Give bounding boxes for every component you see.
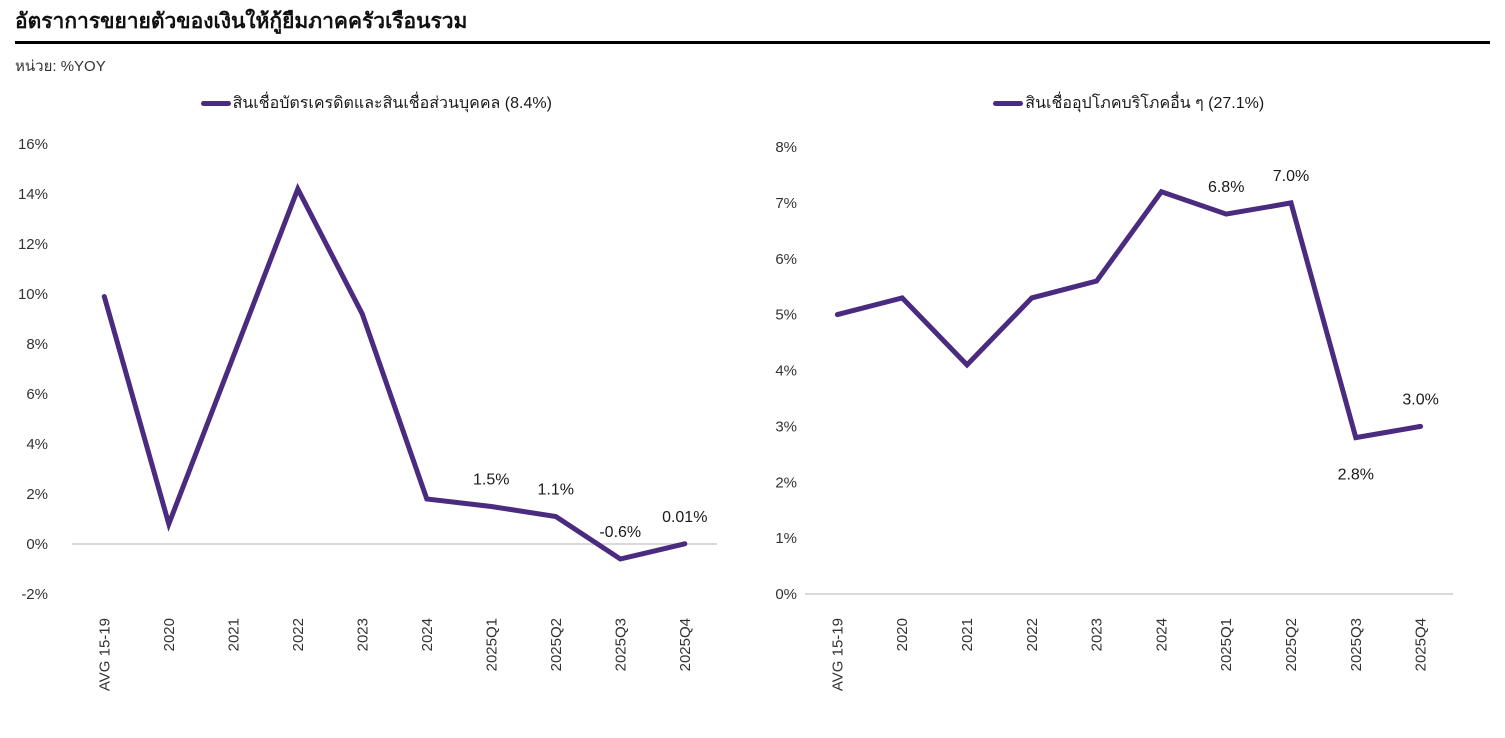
svg-text:7%: 7% <box>775 195 797 212</box>
svg-text:2021: 2021 <box>225 618 242 651</box>
svg-text:0%: 0% <box>26 536 48 553</box>
title-divider <box>15 41 1490 45</box>
chart-panel-credit-card-loans: สินเชื่อบัตรเครดิตและสินเชื่อส่วนบุคคล (… <box>0 90 753 714</box>
svg-text:2022: 2022 <box>1023 618 1040 651</box>
svg-text:0%: 0% <box>775 586 797 603</box>
svg-text:-0.6%: -0.6% <box>599 524 641 541</box>
unit-label: หน่วย: %YOY <box>15 58 106 76</box>
svg-text:6.8%: 6.8% <box>1207 179 1243 196</box>
svg-text:2025Q1: 2025Q1 <box>1218 618 1235 671</box>
svg-text:8%: 8% <box>26 336 48 353</box>
svg-text:2025Q2: 2025Q2 <box>548 618 565 671</box>
line-chart-credit-card-loans: 16% 14% 12% 10% 8% 6% 4% 2% 0% -2% AVG 15-19 2020 20… <box>18 136 717 691</box>
svg-text:AVG 15-19: AVG 15-19 <box>96 618 113 691</box>
svg-text:10%: 10% <box>18 286 48 303</box>
svg-text:0.01%: 0.01% <box>662 509 707 526</box>
svg-text:-2%: -2% <box>21 586 48 603</box>
svg-text:4%: 4% <box>775 363 797 380</box>
line-series-swatch-icon <box>200 100 231 106</box>
svg-text:6%: 6% <box>26 386 48 403</box>
svg-text:2.8%: 2.8% <box>1337 467 1373 484</box>
svg-text:2%: 2% <box>26 486 48 503</box>
svg-text:2025Q4: 2025Q4 <box>1412 618 1429 671</box>
svg-text:2021: 2021 <box>959 618 976 651</box>
svg-text:2020: 2020 <box>894 618 911 651</box>
svg-text:2024: 2024 <box>419 618 436 651</box>
header: อัตราการขยายตัวของเงินให้กู้ยืมภาคครัวเร… <box>0 0 1505 78</box>
svg-text:8%: 8% <box>775 139 797 156</box>
svg-text:16%: 16% <box>18 136 48 153</box>
charts-row: สินเชื่อบัตรเครดิตและสินเชื่อส่วนบุคคล (… <box>0 90 1505 714</box>
line-series-swatch-icon <box>993 100 1024 106</box>
svg-text:4%: 4% <box>26 436 48 453</box>
svg-text:3.0%: 3.0% <box>1402 392 1438 409</box>
svg-text:12%: 12% <box>18 236 48 253</box>
svg-text:6%: 6% <box>775 251 797 268</box>
svg-text:2022: 2022 <box>290 618 307 651</box>
svg-text:2025Q1: 2025Q1 <box>483 618 500 671</box>
svg-text:2023: 2023 <box>1088 618 1105 651</box>
svg-text:7.0%: 7.0% <box>1272 168 1308 185</box>
svg-text:2024: 2024 <box>1153 618 1170 651</box>
svg-text:1.1%: 1.1% <box>538 482 574 499</box>
svg-text:2025Q3: 2025Q3 <box>612 618 629 671</box>
svg-text:14%: 14% <box>18 186 48 203</box>
svg-text:1%: 1% <box>775 530 797 547</box>
svg-text:2025Q2: 2025Q2 <box>1283 618 1300 671</box>
legend-left: สินเชื่อบัตรเครดิตและสินเชื่อส่วนบุคคล (… <box>0 90 753 116</box>
svg-text:5%: 5% <box>775 307 797 324</box>
svg-text:1.5%: 1.5% <box>473 472 509 489</box>
svg-text:2%: 2% <box>775 475 797 492</box>
svg-text:2025Q4: 2025Q4 <box>677 618 694 671</box>
svg-text:2023: 2023 <box>354 618 371 651</box>
svg-text:3%: 3% <box>775 419 797 436</box>
legend-right-label: สินเชื่ออุปโภคบริโภคอื่น ๆ (27.1%) <box>1025 94 1265 112</box>
page-title: อัตราการขยายตัวของเงินให้กู้ยืมภาคครัวเร… <box>15 10 468 33</box>
legend-left-label: สินเชื่อบัตรเครดิตและสินเชื่อส่วนบุคคล (… <box>232 94 552 112</box>
svg-text:2020: 2020 <box>161 618 178 651</box>
line-chart-other-consumer-loans: 8% 7% 6% 5% 4% 3% 2% 1% 0% AVG 15-19 2020 2021 2022 2… <box>775 139 1453 691</box>
chart-panel-other-consumer-loans: สินเชื่ออุปโภคบริโภคอื่น ๆ (27.1%) 8% 7% 6… <box>753 90 1505 714</box>
legend-right: สินเชื่ออุปโภคบริโภคอื่น ๆ (27.1%) <box>753 90 1505 116</box>
svg-text:AVG 15-19: AVG 15-19 <box>829 618 846 691</box>
svg-text:2025Q3: 2025Q3 <box>1347 618 1364 671</box>
